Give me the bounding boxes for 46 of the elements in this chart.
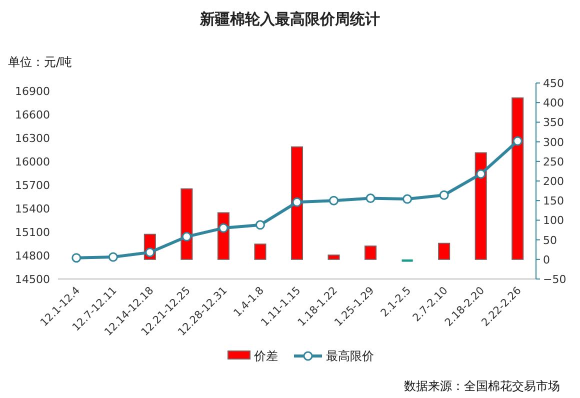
- point: [145, 248, 155, 258]
- y2-tick-label: −50: [543, 273, 566, 286]
- y-tick-label: 16600: [15, 108, 50, 122]
- y2-tick-label: 150: [543, 194, 564, 208]
- y-tick-label: 16300: [15, 132, 50, 145]
- legend-label: 最高限价: [326, 349, 374, 363]
- bar: [290, 146, 304, 260]
- point: [476, 169, 486, 179]
- source-note: 数据来源：全国棉花交易市场: [404, 379, 560, 393]
- bar: [474, 152, 487, 260]
- legend-label: 价差: [253, 349, 278, 363]
- bar: [512, 97, 524, 260]
- point: [512, 136, 522, 146]
- bar: [254, 244, 266, 260]
- point: [182, 232, 192, 242]
- y2-tick-label: 0: [543, 253, 550, 266]
- point: [108, 252, 118, 262]
- bar: [364, 246, 377, 260]
- y2-tick-label: 300: [543, 136, 564, 149]
- y2-tick-label: 450: [543, 77, 564, 90]
- y-tick-label: 14800: [15, 249, 50, 262]
- y2-tick-label: 200: [543, 175, 564, 188]
- bar: [328, 254, 340, 260]
- y2-tick-label: 250: [543, 155, 564, 168]
- point: [255, 220, 265, 230]
- y-tick-label: 14500: [15, 273, 50, 286]
- point: [402, 194, 412, 204]
- y2-tick-label: 400: [543, 96, 564, 110]
- y-tick-label: 15100: [15, 226, 50, 239]
- bar: [438, 242, 450, 260]
- point: [366, 194, 376, 203]
- point: [292, 197, 302, 207]
- text: 单位：元/吨: [8, 55, 72, 69]
- y2-tick-label: 50: [543, 234, 557, 247]
- y-tick-label: 15700: [15, 178, 50, 192]
- y-tick-label: 16000: [15, 155, 50, 168]
- y2-tick-label: 100: [543, 214, 564, 228]
- point: [218, 223, 228, 233]
- y-tick-label: 16900: [15, 84, 50, 98]
- point: [329, 196, 339, 206]
- y2-tick-label: 350: [543, 116, 564, 130]
- point: [72, 253, 82, 263]
- bar: [402, 259, 413, 262]
- point: [439, 190, 449, 200]
- chart-title: 新疆棉轮入最高限价周统计: [199, 10, 380, 28]
- y-tick-label: 15400: [15, 202, 50, 216]
